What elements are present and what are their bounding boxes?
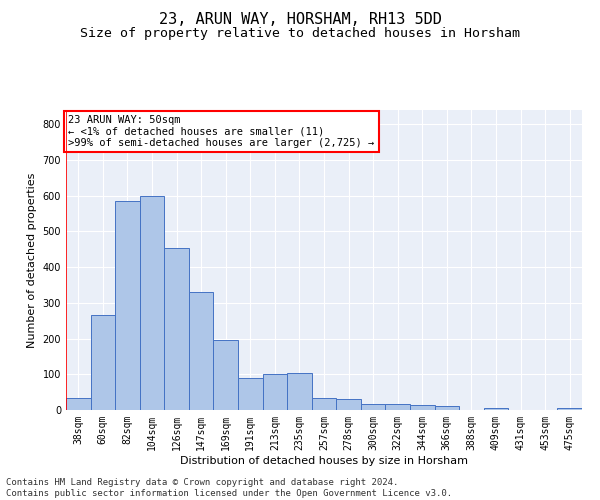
- Bar: [189, 292, 214, 410]
- Bar: [336, 398, 361, 410]
- Text: 23, ARUN WAY, HORSHAM, RH13 5DD: 23, ARUN WAY, HORSHAM, RH13 5DD: [158, 12, 442, 28]
- Text: 23 ARUN WAY: 50sqm
← <1% of detached houses are smaller (11)
>99% of semi-detach: 23 ARUN WAY: 50sqm ← <1% of detached hou…: [68, 115, 375, 148]
- X-axis label: Distribution of detached houses by size in Horsham: Distribution of detached houses by size …: [180, 456, 468, 466]
- Text: Contains HM Land Registry data © Crown copyright and database right 2024.
Contai: Contains HM Land Registry data © Crown c…: [6, 478, 452, 498]
- Bar: [312, 398, 336, 410]
- Bar: [238, 378, 263, 410]
- Bar: [385, 404, 410, 410]
- Bar: [434, 406, 459, 410]
- Bar: [115, 201, 140, 410]
- Bar: [361, 404, 385, 410]
- Bar: [287, 372, 312, 410]
- Bar: [484, 408, 508, 410]
- Bar: [91, 316, 115, 410]
- Y-axis label: Number of detached properties: Number of detached properties: [27, 172, 37, 348]
- Bar: [557, 408, 582, 410]
- Bar: [66, 398, 91, 410]
- Bar: [263, 374, 287, 410]
- Bar: [140, 196, 164, 410]
- Text: Size of property relative to detached houses in Horsham: Size of property relative to detached ho…: [80, 28, 520, 40]
- Bar: [410, 404, 434, 410]
- Bar: [214, 340, 238, 410]
- Bar: [164, 248, 189, 410]
